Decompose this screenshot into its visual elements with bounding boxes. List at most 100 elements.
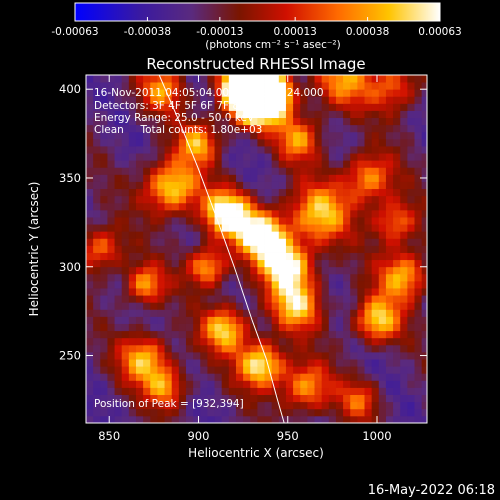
heatmap-cell xyxy=(86,238,94,246)
heatmap-cell xyxy=(307,146,315,154)
heatmap-cell xyxy=(107,153,115,161)
heatmap-cell xyxy=(343,146,351,154)
heatmap-cell xyxy=(143,138,151,147)
heatmap-cell xyxy=(385,387,394,395)
heatmap-cell xyxy=(157,238,165,246)
heatmap-cell xyxy=(235,231,244,239)
heatmap-cell xyxy=(364,217,373,225)
heatmap-cell xyxy=(143,153,151,161)
heatmap-cell xyxy=(100,181,108,190)
heatmap-cell xyxy=(107,330,115,339)
heatmap-cell xyxy=(307,316,315,324)
heatmap-cell xyxy=(164,103,173,111)
heatmap-cell xyxy=(421,309,427,317)
heatmap-cell xyxy=(193,103,201,111)
heatmap-cell xyxy=(100,103,108,111)
heatmap-cell xyxy=(314,316,323,324)
heatmap-cell xyxy=(371,146,380,154)
heatmap-cell xyxy=(407,280,415,289)
heatmap-cell xyxy=(257,373,265,381)
heatmap-cell xyxy=(207,89,215,97)
heatmap-cell xyxy=(235,415,244,423)
heatmap-cell xyxy=(371,181,380,190)
heatmap-cell xyxy=(300,89,308,97)
heatmap-cell xyxy=(214,280,223,289)
heatmap-cell xyxy=(171,146,180,154)
heatmap-cell xyxy=(257,259,265,268)
heatmap-cell xyxy=(107,188,115,197)
heatmap-cell xyxy=(114,75,123,83)
heatmap-cell xyxy=(185,401,194,410)
heatmap-cell xyxy=(221,408,230,417)
heatmap-cell xyxy=(343,167,351,175)
heatmap-cell xyxy=(171,316,180,324)
heatmap-cell xyxy=(293,160,301,168)
heatmap-cell xyxy=(243,231,251,239)
heatmap-cell xyxy=(193,280,201,289)
heatmap-cell xyxy=(328,160,337,168)
heatmap-cell xyxy=(100,344,108,353)
heatmap-cell xyxy=(164,224,173,232)
heatmap-cell xyxy=(357,380,365,388)
heatmap-cell xyxy=(150,394,158,403)
heatmap-cell xyxy=(178,415,187,423)
heatmap-cell xyxy=(164,124,173,133)
heatmap-cell xyxy=(178,380,187,388)
heatmap-cell xyxy=(393,209,401,218)
heatmap-cell xyxy=(350,238,358,246)
heatmap-cell xyxy=(150,366,158,374)
heatmap-cell xyxy=(250,146,258,154)
heatmap-cell xyxy=(371,337,380,346)
heatmap-cell xyxy=(414,167,423,175)
heatmap-cell xyxy=(335,323,344,332)
y-tick-label: 300 xyxy=(59,260,81,274)
heatmap-cell xyxy=(114,209,123,218)
heatmap-cell xyxy=(157,373,165,381)
heatmap-cell xyxy=(250,259,258,268)
heatmap-cell xyxy=(400,224,408,232)
heatmap-cell xyxy=(150,181,158,190)
heatmap-cell xyxy=(343,295,351,303)
heatmap-cell xyxy=(300,373,308,381)
heatmap-cell xyxy=(200,373,208,381)
heatmap-cell xyxy=(321,302,330,310)
heatmap-cell xyxy=(221,110,230,119)
heatmap-cell xyxy=(86,110,94,119)
heatmap-cell xyxy=(414,273,423,282)
heatmap-cell xyxy=(171,131,180,140)
heatmap-cell xyxy=(350,245,358,253)
heatmap-cell xyxy=(235,373,244,381)
heatmap-cell xyxy=(243,160,251,168)
heatmap-cell xyxy=(114,309,123,317)
heatmap-cell xyxy=(371,280,380,289)
heatmap-cell xyxy=(421,266,427,275)
heatmap-cell xyxy=(221,309,230,317)
heatmap-cell xyxy=(107,82,115,90)
heatmap-cell xyxy=(343,96,351,104)
heatmap-cell xyxy=(357,387,365,395)
heatmap-cell xyxy=(364,259,373,268)
heatmap-cell xyxy=(243,401,251,410)
heatmap-cell xyxy=(321,146,330,154)
heatmap-cell xyxy=(393,188,401,197)
heatmap-cell xyxy=(293,295,301,303)
heatmap-cell xyxy=(114,373,123,381)
heatmap-cell xyxy=(207,167,215,175)
heatmap-cell xyxy=(171,344,180,353)
heatmap-cell xyxy=(378,153,387,161)
heatmap-cell xyxy=(171,110,180,119)
heatmap-cell xyxy=(114,259,123,268)
heatmap-cell xyxy=(350,323,358,332)
heatmap-cell xyxy=(300,415,308,423)
heatmap-cell xyxy=(135,188,144,197)
heatmap-cell xyxy=(243,330,251,339)
heatmap-cell xyxy=(278,117,287,126)
heatmap-cell xyxy=(100,359,108,367)
heatmap-cell xyxy=(235,302,244,310)
heatmap-cell xyxy=(185,209,194,218)
heatmap-cell xyxy=(293,344,301,353)
heatmap-cell xyxy=(400,167,408,175)
heatmap-cell xyxy=(271,337,280,346)
heatmap-cell xyxy=(328,351,337,360)
heatmap-cell xyxy=(414,302,423,310)
